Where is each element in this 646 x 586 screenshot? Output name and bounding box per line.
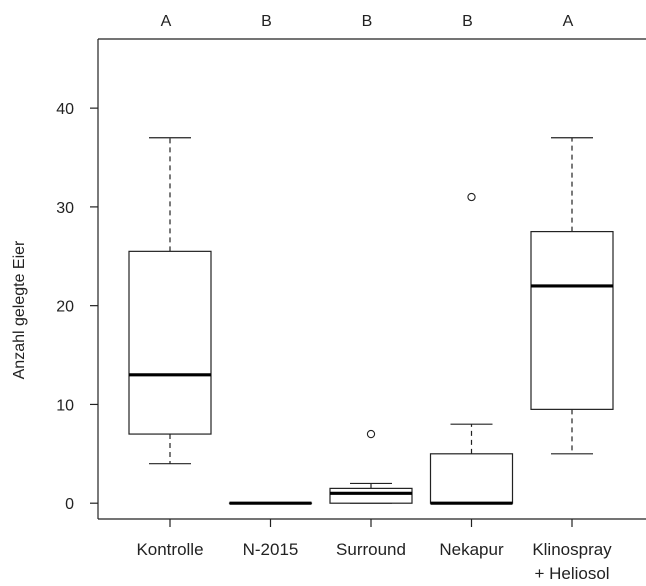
x-tick-label: Kontrolle [136,540,203,559]
box-rect [329,487,413,504]
significance-letter: A [161,13,172,30]
x-tick-label: N-2015 [243,540,299,559]
significance-letter: B [462,13,473,30]
box-rect [530,230,614,410]
y-tick-label: 0 [65,496,74,513]
plot-frame [97,38,646,520]
y-tick-label: 40 [56,101,74,118]
box-2 [329,429,413,504]
x-tick-label: Surround [336,540,406,559]
x-tick-label: Nekapur [439,540,504,559]
outlier-point [467,192,476,202]
y-axis: 0 10 20 30 40 [56,101,98,513]
y-tick-label: 30 [56,200,74,217]
x-tick-label: + Heliosol [534,564,609,583]
box-4 [530,137,614,455]
y-tick-label: 10 [56,397,74,414]
box-rect [128,250,212,435]
box-rect [429,453,514,504]
y-axis-title: Anzahl gelegte Eier [11,240,28,379]
boxes [128,137,614,505]
outlier-point [366,429,376,439]
x-tick-label: Klinospray [532,540,612,559]
significance-letter: A [563,13,574,30]
x-axis-labels: Kontrolle N-2015 Surround Nekapur Klinospray… [136,519,612,583]
box-3 [429,192,514,505]
box-0 [128,137,212,465]
significance-letter: B [261,13,272,30]
significance-letter: B [362,13,373,30]
y-tick-label: 20 [56,299,74,316]
